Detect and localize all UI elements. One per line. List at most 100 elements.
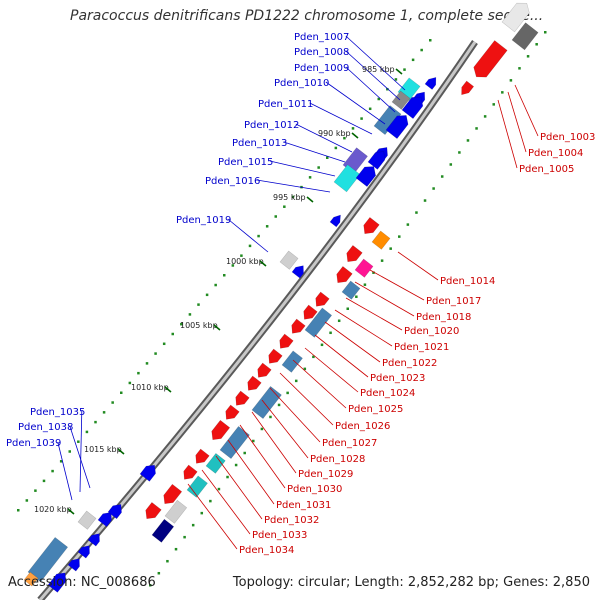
gene-label-pden-1010: Pden_1010	[274, 78, 329, 89]
ruler-dot-inner	[252, 439, 255, 443]
gene-label-pden-1012: Pden_1012	[244, 120, 299, 131]
ruler-dot-inner	[312, 355, 315, 359]
leader-line	[314, 334, 369, 378]
gene-red	[473, 40, 508, 78]
ruler-dot-outer	[197, 303, 200, 306]
leader-line	[227, 439, 275, 505]
leader-line	[269, 387, 321, 443]
gene-label-pden-1021: Pden_1021	[394, 342, 449, 353]
ruler-dot-outer	[386, 87, 389, 91]
leader-line	[227, 218, 269, 253]
gene-teal-shape	[186, 475, 208, 498]
leader-line	[295, 123, 353, 153]
gene-label-pden-1034: Pden_1034	[239, 545, 294, 556]
gene-label-pden-1032: Pden_1032	[264, 515, 319, 526]
gene-label-pden-1015: Pden_1015	[218, 157, 273, 168]
leader-line	[261, 399, 309, 459]
gene-blue	[107, 504, 122, 520]
gene-cyan	[333, 164, 361, 193]
leader-line	[69, 425, 91, 489]
gene-label-pden-1017: Pden_1017	[426, 296, 481, 307]
ruler-dot-inner	[166, 559, 169, 563]
leader-line	[304, 347, 359, 393]
gene-blue-shape	[77, 545, 90, 559]
gene-red-shape	[211, 419, 231, 440]
ruler-dot-outer	[429, 39, 432, 42]
leader-line	[251, 411, 297, 474]
gene-blue	[77, 545, 90, 559]
leader-line	[57, 441, 73, 501]
leader-line	[334, 309, 393, 347]
kbp-label: 1020 kbp	[34, 505, 72, 514]
gene-grey-shape	[279, 250, 299, 270]
ruler-dot-outer	[274, 215, 277, 218]
leader-line	[324, 321, 381, 363]
ruler-dot-outer	[59, 460, 63, 463]
gene-blue-shape	[291, 265, 304, 279]
gene-label-pden-1014: Pden_1014	[440, 276, 495, 287]
gene-red-shape	[279, 333, 294, 349]
gene-red	[257, 362, 272, 378]
ruler-dot-inner	[509, 79, 513, 82]
gene-red-shape	[225, 404, 240, 420]
leader-line	[201, 469, 251, 535]
kbp-label: 1005 kbp	[180, 321, 218, 330]
ruler-dot-inner	[217, 487, 221, 491]
ruler-dot-inner	[200, 511, 204, 515]
gene-red-shape	[363, 217, 380, 234]
kbp-label: 985 kbp	[362, 65, 395, 74]
ruler-dot-inner	[174, 547, 178, 551]
summary-text: Topology: circular; Length: 2,852,282 bp…	[232, 575, 590, 590]
kbp-label: 1015 kbp	[84, 445, 122, 454]
gene-red	[346, 245, 363, 262]
gene-blue-shape	[367, 151, 386, 170]
gene-blue	[401, 96, 424, 119]
leader-line	[309, 102, 373, 135]
ruler-dot-inner	[320, 343, 324, 347]
ruler-dot-inner	[355, 295, 358, 298]
gene-grey-shape	[164, 499, 188, 524]
ruler-dot-inner	[346, 307, 349, 310]
gene-red-shape	[247, 375, 262, 391]
kbp-label: 995 kbp	[273, 193, 306, 202]
gene-blue-shape	[385, 115, 409, 139]
gene-label-pden-1039: Pden_1039	[6, 438, 61, 449]
gene-blue-shape	[47, 572, 67, 593]
gene-label-pden-1025: Pden_1025	[348, 404, 403, 415]
ruler-dot-outer	[68, 450, 71, 453]
ruler-dot-inner	[183, 535, 186, 539]
leader-line	[345, 35, 406, 91]
ruler-dot-inner	[260, 427, 264, 431]
ruler-dot-inner	[432, 187, 435, 190]
gene-navy	[151, 518, 175, 543]
gene-blue-shape	[139, 464, 156, 482]
ruler-dot-outer	[51, 469, 54, 473]
leader-line	[215, 455, 263, 520]
ruler-dot-inner	[277, 403, 281, 407]
kbp-label: 990 kbp	[318, 129, 351, 138]
ruler-dot-outer	[240, 254, 243, 257]
ruler-dot-outer	[265, 225, 269, 228]
ruler-dot-outer	[326, 156, 329, 159]
ruler-dot-inner	[518, 67, 521, 70]
gene-cyan-shape	[333, 164, 361, 193]
gene-blue-shape	[401, 96, 424, 119]
ruler-dot-outer	[334, 146, 338, 150]
kbp-tick-mark	[67, 508, 75, 515]
gene-dark-grey	[511, 22, 539, 51]
leader-line	[279, 372, 334, 426]
gene-red-shape	[268, 348, 283, 364]
leader-line	[345, 297, 403, 331]
leader-line	[256, 179, 331, 193]
gene-label-pden-1030: Pden_1030	[287, 484, 342, 495]
ruler-dot-outer	[128, 381, 132, 385]
kbp-tick-mark	[117, 448, 125, 455]
gene-blue	[385, 115, 409, 139]
gene-red	[291, 318, 306, 334]
ruler-dot-inner	[526, 55, 530, 58]
gene-red	[461, 80, 475, 96]
gene-blue	[67, 558, 80, 572]
ruler-dot-outer	[145, 362, 149, 365]
